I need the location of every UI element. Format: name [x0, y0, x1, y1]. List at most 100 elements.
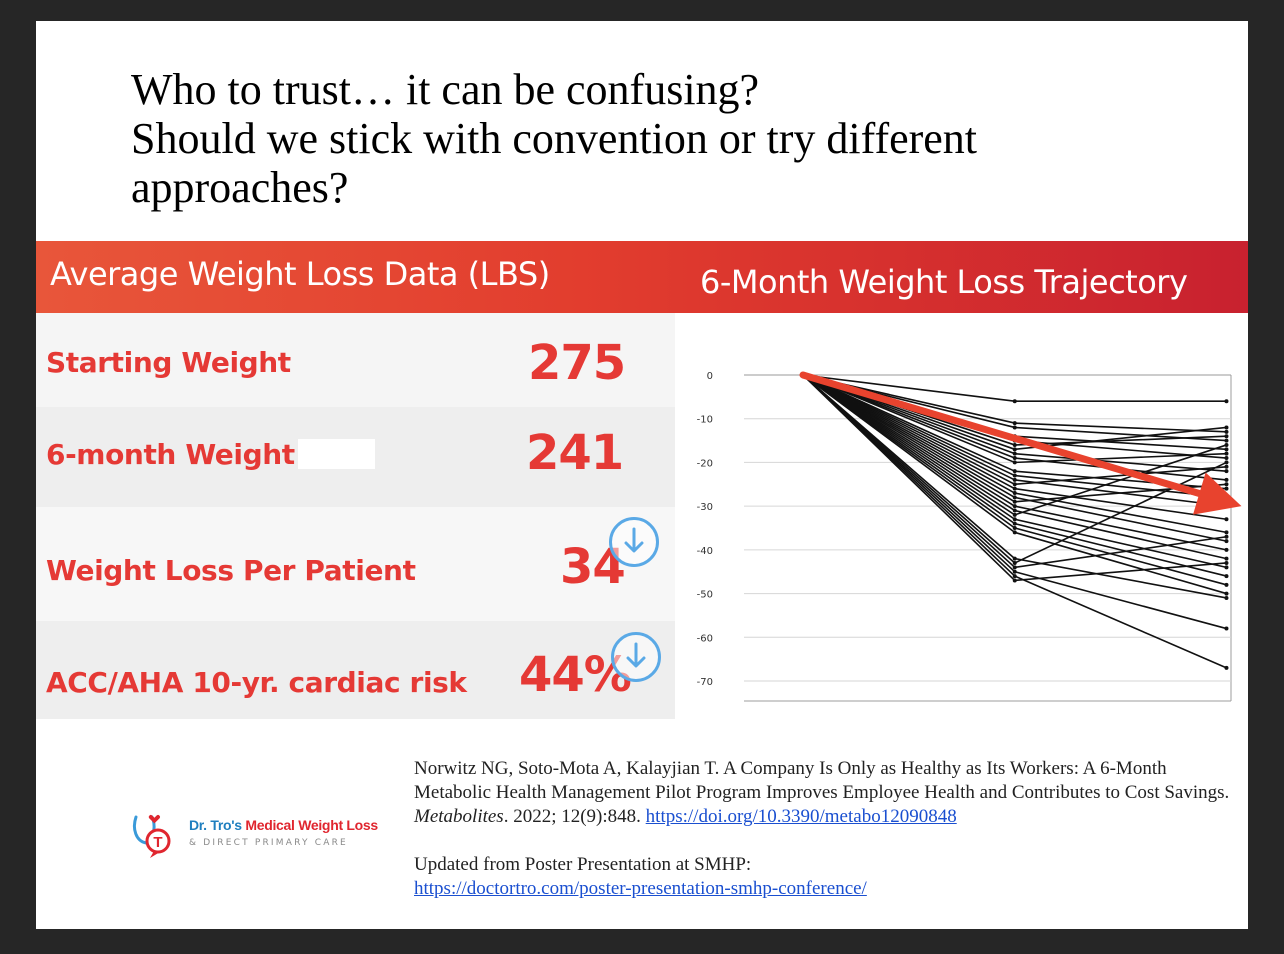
series-point: [1012, 456, 1017, 461]
series-point: [1012, 469, 1017, 474]
y-tick-label: -40: [697, 546, 713, 557]
slide: Who to trust… it can be confusing? Shoul…: [36, 21, 1248, 929]
series-point: [1224, 565, 1229, 570]
series-point: [1012, 421, 1017, 426]
stat-label: Starting Weight: [46, 346, 291, 379]
banner-right-title: 6-Month Weight Loss Trajectory: [700, 263, 1188, 301]
logo-tagline: & DIRECT PRIMARY CARE: [189, 838, 348, 848]
y-tick-label: -30: [697, 502, 713, 513]
series-point: [1012, 556, 1017, 561]
series-point: [1012, 473, 1017, 478]
slide-title: Who to trust… it can be confusing? Shoul…: [131, 65, 1211, 212]
stat-row-cardiac-risk: ACC/AHA 10-yr. cardiac risk 44%: [36, 621, 675, 719]
title-line-1: Who to trust… it can be confusing?: [131, 65, 760, 114]
series-point: [1012, 574, 1017, 579]
series-point: [1224, 547, 1229, 552]
series-point: [1224, 469, 1229, 474]
series-point: [1012, 460, 1017, 465]
series-point: [1224, 438, 1229, 443]
series-point: [1012, 521, 1017, 526]
reference-paragraph: Norwitz NG, Soto-Mota A, Kalayjian T. A …: [414, 757, 1234, 829]
series-point: [1012, 569, 1017, 574]
section-banner: Average Weight Loss Data (LBS) 6-Month W…: [36, 241, 1248, 313]
series-point: [1224, 556, 1229, 561]
stat-row-6-month-weight: 6-month Weight 241: [36, 407, 675, 507]
trend-arrow-shaft: [799, 371, 1203, 498]
series-point: [1012, 565, 1017, 570]
logo-name-part1: Dr. Tro's: [189, 817, 246, 833]
series-point: [1012, 517, 1017, 522]
stat-label: Weight Loss Per Patient: [46, 554, 416, 587]
stat-value: 241: [526, 425, 624, 481]
series-point: [1224, 477, 1229, 482]
y-tick-label: -10: [697, 415, 713, 426]
series-point: [1224, 582, 1229, 587]
series-point: [1012, 526, 1017, 530]
logo-name: Dr. Tro's Medical Weight Loss: [189, 817, 378, 833]
series-point: [1224, 591, 1229, 596]
logo-name-part2: Medical Weight Loss: [245, 817, 378, 833]
series-point: [1224, 486, 1229, 491]
reference-details: . 2022; 12(9):848.: [503, 806, 646, 827]
trajectory-chart-svg: 0 -10 -20 -30 -40 -50 -60 -70: [697, 371, 1242, 702]
clinic-logo: T Dr. Tro's Medical Weight Loss & DIRECT…: [130, 811, 378, 861]
redaction-block: [298, 439, 375, 469]
series-point: [1224, 399, 1229, 404]
series-point: [1224, 456, 1229, 461]
series-point: [1012, 560, 1017, 565]
stats-table: Starting Weight 275 6-month Weight 241 W…: [36, 313, 690, 719]
series-point: [1012, 530, 1017, 535]
series-point: [1224, 434, 1229, 439]
trend-arrow-head: [1193, 472, 1242, 515]
trajectory-chart: 0 -10 -20 -30 -40 -50 -60 -70: [690, 317, 1248, 719]
arrow-down-circle-icon: [611, 632, 661, 682]
title-line-3: approaches?: [131, 163, 349, 212]
series-point: [1224, 517, 1229, 522]
citation-block: Norwitz NG, Soto-Mota A, Kalayjian T. A …: [414, 757, 1234, 901]
y-tick-label: -50: [697, 590, 713, 601]
y-tick-label: -20: [697, 458, 713, 469]
series-point: [1012, 499, 1017, 504]
series-point: [1012, 508, 1017, 513]
series-point: [1224, 460, 1229, 465]
stethoscope-logo-icon: T: [132, 815, 171, 858]
series-point: [1012, 425, 1017, 430]
series-point: [1012, 491, 1017, 496]
series-point: [1224, 429, 1229, 434]
stat-row-weight-loss-per-patient: Weight Loss Per Patient 34: [36, 507, 675, 621]
series-point: [1012, 504, 1017, 509]
poster-link[interactable]: https://doctortro.com/poster-presentatio…: [414, 878, 867, 899]
series-point: [1224, 539, 1229, 544]
series-point: [1224, 665, 1229, 670]
series-point: [1224, 534, 1229, 539]
stat-row-starting-weight: Starting Weight 275: [36, 313, 675, 407]
series-point: [1224, 626, 1229, 631]
series-point: [1012, 486, 1017, 491]
y-tick-label: 0: [707, 371, 713, 382]
series-point: [1224, 425, 1229, 430]
series-point: [1224, 451, 1229, 456]
series-point: [1012, 442, 1017, 447]
series-point: [1012, 451, 1017, 456]
series-point: [1224, 560, 1229, 565]
series-point: [1012, 482, 1017, 487]
journal-name: Metabolites: [414, 806, 504, 827]
series-point: [1224, 442, 1229, 447]
y-tick-label: -70: [697, 677, 713, 688]
stat-label: ACC/AHA 10-yr. cardiac risk: [46, 666, 467, 699]
series-point: [1012, 399, 1017, 404]
series-point: [1224, 530, 1229, 535]
doi-link[interactable]: https://doi.org/10.3390/metabo12090848: [645, 806, 957, 827]
stat-label: 6-month Weight: [46, 438, 295, 471]
series-point: [1224, 464, 1229, 469]
y-tick-label: -60: [697, 633, 713, 644]
series-point: [1224, 595, 1229, 600]
series-point: [1224, 574, 1229, 579]
series-point: [1012, 512, 1017, 517]
title-line-2: Should we stick with convention or try d…: [131, 114, 978, 163]
stat-value: 275: [528, 335, 626, 391]
series-point: [1012, 495, 1017, 500]
banner-left-title: Average Weight Loss Data (LBS): [50, 255, 550, 293]
reference-text: Norwitz NG, Soto-Mota A, Kalayjian T. A …: [414, 758, 1230, 803]
update-note: Updated from Poster Presentation at SMHP…: [414, 854, 752, 875]
